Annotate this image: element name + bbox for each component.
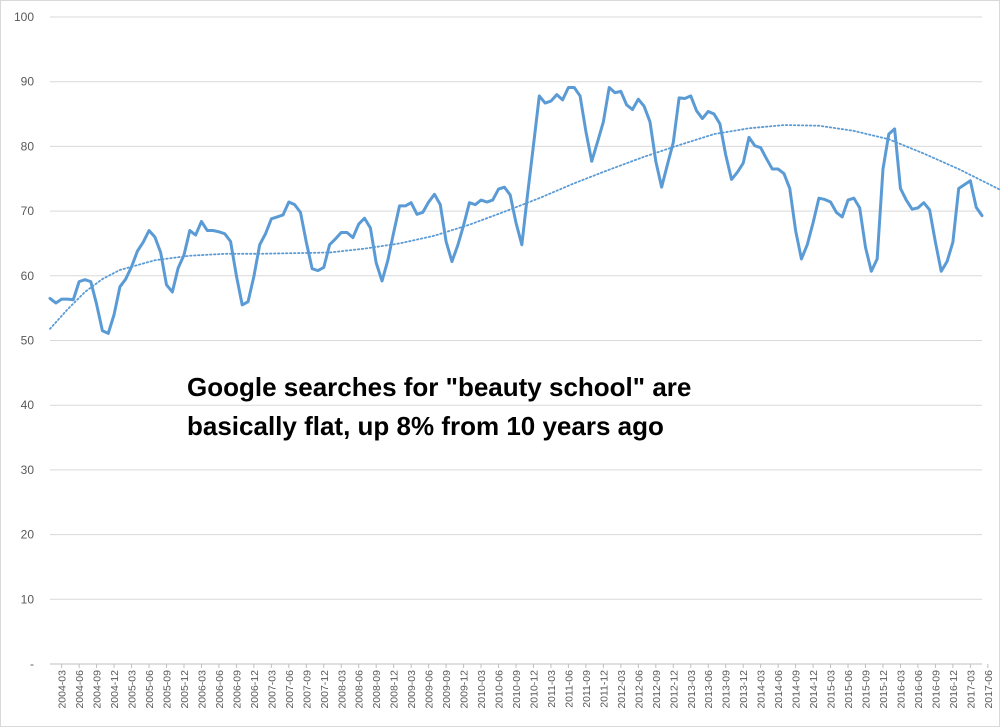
x-tick-label: 2009-03 [406, 670, 418, 709]
annotation-line-2: basically flat, up 8% from 10 years ago [187, 411, 664, 441]
x-tick-label: 2006-09 [231, 670, 243, 709]
x-tick-label: 2013-12 [738, 670, 750, 709]
x-tick-label: 2011-03 [546, 670, 558, 708]
x-tick-label: 2012-06 [633, 670, 645, 709]
x-tick-label: 2005-09 [162, 670, 174, 709]
x-tick-label: 2011-06 [563, 670, 575, 708]
y-axis: - 10 20 30 40 50 60 70 80 90 100 [14, 10, 34, 671]
x-tick-label: 2015-06 [843, 670, 855, 709]
x-tick-label: 2004-09 [92, 670, 104, 709]
x-tick-label: 2011-09 [581, 670, 593, 708]
x-tick-label: 2015-09 [861, 670, 873, 709]
x-tick-label: 2005-03 [127, 670, 139, 709]
x-tick-label: 2012-09 [651, 670, 663, 709]
chart-annotation: Google searches for "beauty school" are … [187, 368, 691, 446]
y-tick-label-80: 80 [21, 139, 35, 153]
x-tick-label: 2013-09 [721, 670, 733, 709]
x-tick-label: 2006-12 [249, 670, 261, 709]
x-tick-label: 2017-03 [965, 670, 977, 709]
x-tick-label: 2008-12 [389, 670, 401, 709]
x-tick-label: 2010-09 [511, 670, 523, 709]
x-tick-label: 2015-03 [826, 670, 838, 709]
x-tick-label: 2007-12 [319, 670, 331, 709]
x-tick-label: 2008-03 [336, 670, 348, 709]
x-tick-label: 2008-06 [354, 670, 366, 709]
x-tick-label: 2014-12 [808, 670, 820, 709]
y-tick-label-90: 90 [21, 75, 35, 89]
y-tick-label-0: - [30, 657, 34, 671]
x-tick-label: 2009-09 [441, 670, 453, 709]
x-tick-label: 2010-03 [476, 670, 488, 709]
x-tick-label: 2004-03 [57, 670, 69, 709]
x-tick-label: 2016-12 [948, 670, 960, 709]
x-tick-label: 2014-06 [773, 670, 785, 709]
series-lines [48, 86, 1000, 335]
x-tick-label: 2008-09 [371, 670, 383, 709]
x-tick-label: 2013-06 [703, 670, 715, 709]
x-tick-label: 2009-06 [424, 670, 436, 709]
series-line-searches [48, 86, 984, 335]
y-tick-label-50: 50 [21, 334, 35, 348]
x-tick-label: 2014-09 [791, 670, 803, 709]
y-tick-label-100: 100 [14, 10, 34, 24]
x-tick-label: 2017-06 [983, 670, 995, 709]
x-tick-label: 2004-12 [109, 670, 121, 709]
x-tick-label: 2014-03 [756, 670, 768, 709]
y-tick-label-60: 60 [21, 269, 35, 283]
y-tick-label-20: 20 [21, 528, 35, 542]
x-tick-label: 2010-12 [528, 670, 540, 709]
x-tick-label: 2010-06 [494, 670, 506, 709]
y-tick-label-70: 70 [21, 204, 35, 218]
gridlines [50, 16, 982, 665]
x-axis: 2004-03 2004-06 2004-09 2004-12 2005-03 2005-… [50, 663, 995, 709]
x-tick-label: 2011-12 [598, 670, 610, 708]
x-tick-label: 2012-03 [616, 670, 628, 709]
y-tick-label-10: 10 [21, 592, 35, 606]
x-tick-label: 2006-06 [214, 670, 226, 709]
x-tick-label: 2007-06 [284, 670, 296, 709]
x-tick-label: 2009-12 [459, 670, 471, 709]
trendline [49, 124, 1000, 330]
x-tick-label: 2012-12 [668, 670, 680, 709]
x-tick-label: 2013-03 [686, 670, 698, 709]
x-tick-label: 2006-03 [196, 670, 208, 709]
x-tick-label: 2005-12 [179, 670, 191, 709]
x-tick-label: 2016-03 [895, 670, 907, 709]
x-tick-label: 2007-09 [301, 670, 313, 709]
y-tick-label-40: 40 [21, 398, 35, 412]
x-tick-label: 2016-06 [913, 670, 925, 709]
x-tick-label: 2016-09 [930, 670, 942, 709]
y-tick-label-30: 30 [21, 463, 35, 477]
x-tick-label: 2004-06 [74, 670, 86, 709]
x-tick-label: 2015-12 [878, 670, 890, 709]
x-tick-label: 2005-06 [144, 670, 156, 709]
annotation-line-1: Google searches for "beauty school" are [187, 372, 692, 402]
x-tick-label: 2007-03 [266, 670, 278, 709]
